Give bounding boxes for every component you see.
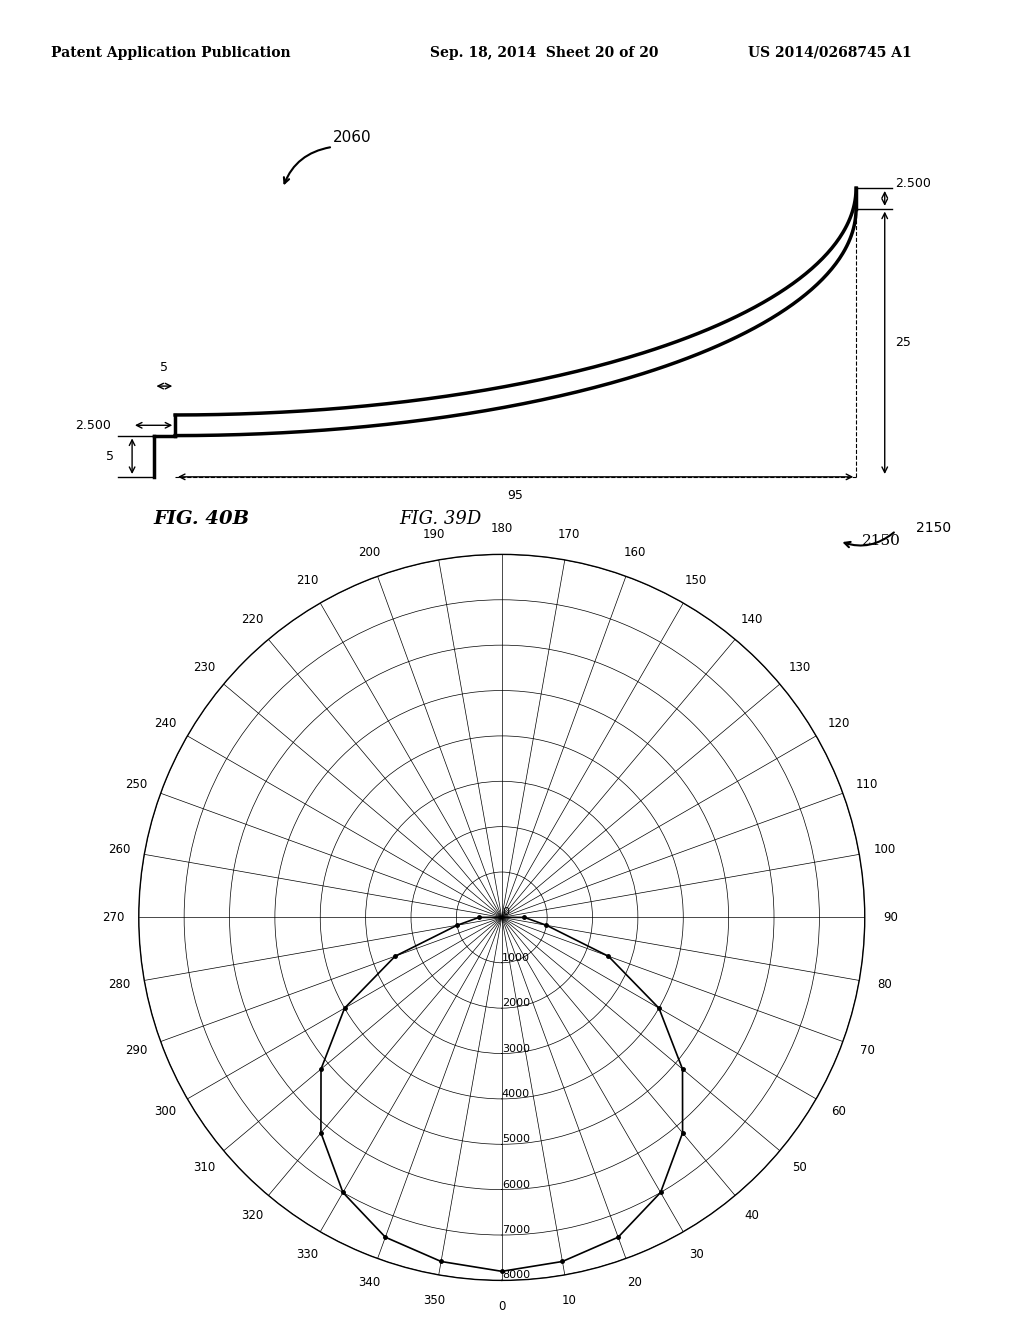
Text: 95: 95 [508, 490, 523, 502]
Text: Sep. 18, 2014  Sheet 20 of 20: Sep. 18, 2014 Sheet 20 of 20 [430, 46, 658, 59]
Text: 2150: 2150 [862, 533, 901, 548]
Text: Patent Application Publication: Patent Application Publication [51, 46, 291, 59]
Text: 2.500: 2.500 [895, 177, 932, 190]
Text: 25: 25 [895, 337, 911, 350]
Text: FIG. 39D: FIG. 39D [399, 510, 481, 528]
Text: 2150: 2150 [916, 521, 951, 535]
Text: 2060: 2060 [333, 131, 372, 145]
Text: 5: 5 [161, 360, 168, 374]
Text: US 2014/0268745 A1: US 2014/0268745 A1 [748, 46, 911, 59]
Text: 5: 5 [106, 450, 115, 463]
Text: 2.500: 2.500 [75, 418, 111, 432]
Text: FIG. 40B: FIG. 40B [154, 510, 250, 528]
